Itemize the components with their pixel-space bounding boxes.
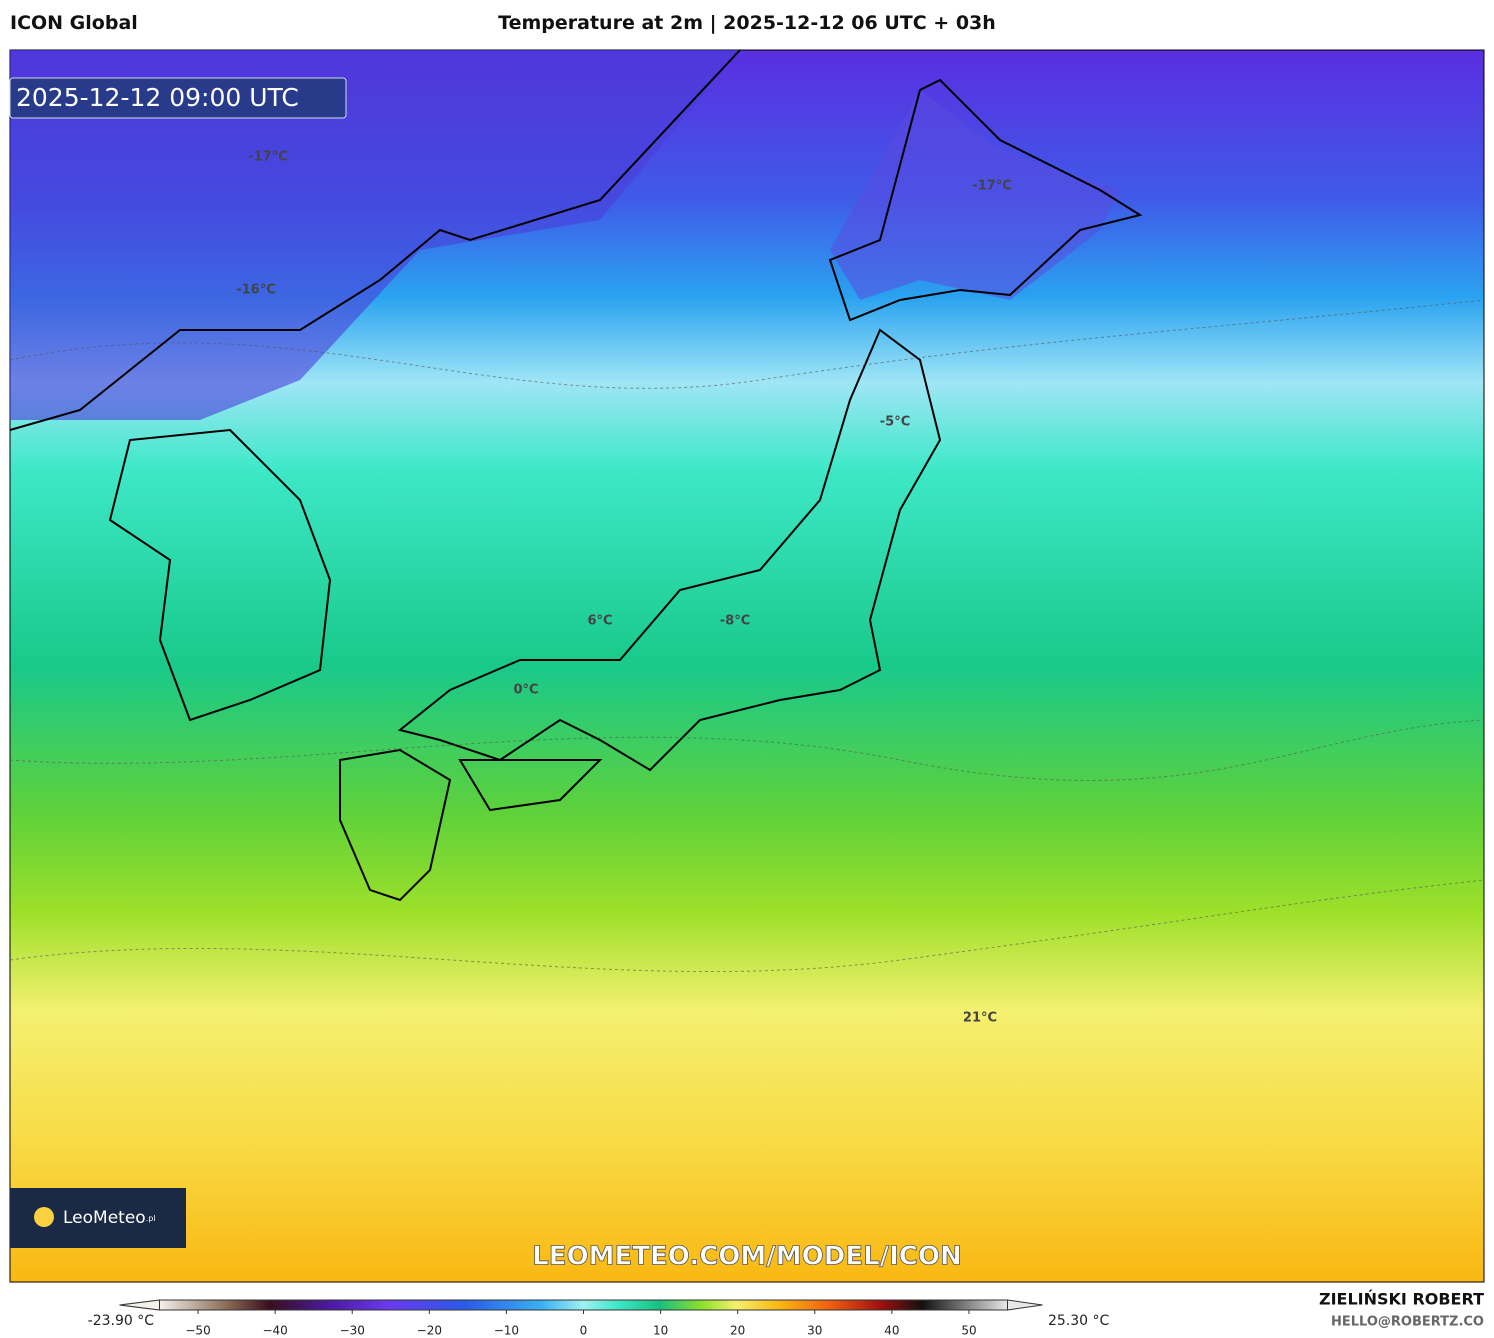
- temperature-label: 6°C: [587, 614, 612, 629]
- colorbar-extend: [1007, 1299, 1043, 1311]
- colorbar-extend: [119, 1299, 160, 1311]
- author: ZIELIŃSKI ROBERT: [1319, 1290, 1484, 1309]
- temperature-label: -8°C: [720, 614, 750, 629]
- colorbar-min: -23.90 °C: [88, 1313, 155, 1329]
- contact: HELLO@ROBERTZ.CO: [1331, 1315, 1484, 1330]
- colorbar-tick-label: 30: [807, 1324, 822, 1338]
- watermark: LEOMETEO.COM/MODEL/ICON: [532, 1242, 962, 1272]
- colorbar-tick-label: 50: [961, 1324, 976, 1338]
- isotherms: [9, 299, 1485, 973]
- logo-name: LeoMeteo: [63, 1208, 146, 1228]
- temperature-label: 0°C: [513, 683, 538, 698]
- logo-sun: [34, 1207, 54, 1227]
- colorbar: [159, 1299, 1008, 1311]
- colorbar-tick-label: 0: [580, 1324, 588, 1338]
- coastlines: [9, 49, 1143, 902]
- logo-text: LeoMeteo.pl: [63, 1208, 156, 1228]
- logo-suffix: .pl: [146, 1214, 156, 1223]
- colorbar-tick-label: −50: [185, 1324, 210, 1338]
- map-title: Temperature at 2m | 2025-12-12 06 UTC + …: [498, 12, 996, 34]
- timestamp: 2025-12-12 09:00 UTC: [16, 83, 299, 112]
- colorbar-tick-label: −10: [494, 1324, 519, 1338]
- model-name: ICON Global: [10, 12, 138, 34]
- temperature-label: -17°C: [248, 150, 288, 165]
- colorbar-tick-label: −30: [340, 1324, 365, 1338]
- colorbar-tick-label: −40: [262, 1324, 287, 1338]
- colorbar-tick-label: 20: [730, 1324, 745, 1338]
- colorbar-tick-label: −20: [417, 1324, 442, 1338]
- temperature-label: 21°C: [963, 1011, 997, 1026]
- cold-region: [830, 90, 1120, 300]
- temperature-label: -5°C: [880, 415, 910, 430]
- colorbar-tick-label: 10: [653, 1324, 668, 1338]
- temperature-label: -17°C: [972, 179, 1012, 194]
- temperature-label: -16°C: [236, 283, 276, 298]
- colorbar-tick-label: 40: [884, 1324, 899, 1338]
- colorbar-max: 25.30 °C: [1048, 1313, 1110, 1329]
- timestamp-box: [9, 77, 347, 119]
- cold-region: [10, 50, 740, 420]
